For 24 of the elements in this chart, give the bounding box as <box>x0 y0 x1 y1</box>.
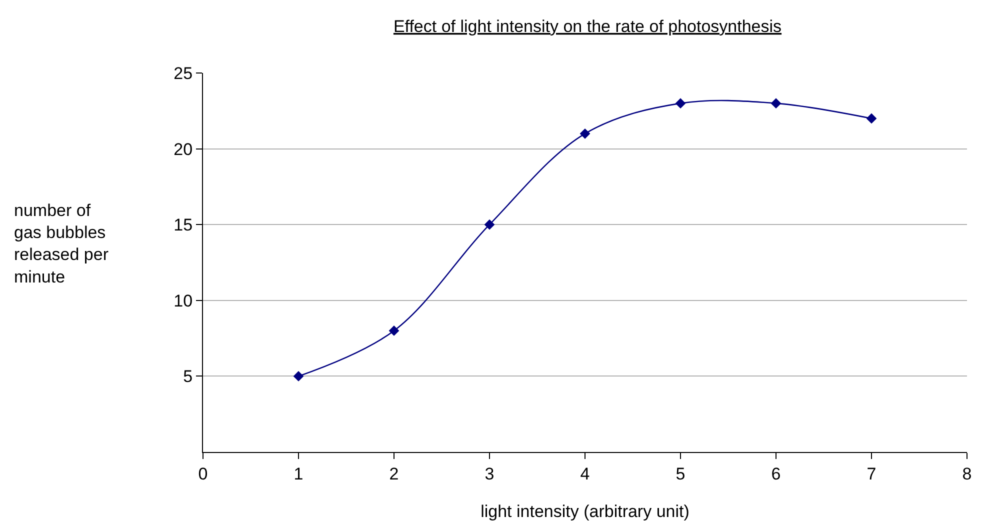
x-tick-label: 6 <box>771 464 781 484</box>
x-axis-title: light intensity (arbitrary unit) <box>480 502 690 521</box>
x-tick-label: 2 <box>389 464 399 484</box>
y-axis-title: number of gas bubbles released per minute <box>14 201 109 286</box>
y-tick-label: 10 <box>174 291 193 310</box>
point <box>293 371 304 382</box>
point <box>675 98 686 109</box>
point <box>580 128 590 139</box>
y-tick-label: 20 <box>174 140 193 159</box>
y-tick-label: 15 <box>174 216 193 235</box>
x-tick-label: 4 <box>580 464 590 484</box>
x-tick-label: 8 <box>962 464 972 484</box>
y-tick-label: 25 <box>174 64 193 83</box>
x-tick-label: 5 <box>676 464 686 484</box>
x-tick-label: 0 <box>198 464 208 484</box>
point <box>484 219 495 230</box>
y-tick-label: 5 <box>183 367 193 386</box>
chart-title: Effect of light intensity on the rate of photosynthesis <box>393 16 782 36</box>
point <box>388 326 400 336</box>
x-tick-label: 3 <box>484 464 494 484</box>
point <box>770 98 782 109</box>
x-tick-label: 1 <box>294 464 304 484</box>
x-tick-label: 7 <box>866 464 876 484</box>
point <box>866 113 877 124</box>
